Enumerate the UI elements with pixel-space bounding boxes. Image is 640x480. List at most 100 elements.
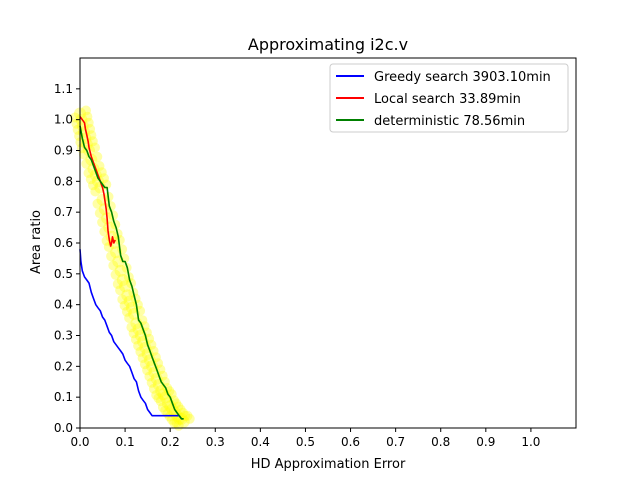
scatter-point xyxy=(126,322,137,333)
scatter-point xyxy=(92,151,103,162)
scatter-point xyxy=(121,289,134,302)
x-tick-label: 0.6 xyxy=(341,435,360,449)
scatter-point xyxy=(103,221,116,234)
x-tick-label: 0.2 xyxy=(161,435,180,449)
scatter-point xyxy=(81,105,91,116)
y-tick-label: 0.2 xyxy=(54,359,73,373)
legend-label: Local search 33.89min xyxy=(374,92,521,107)
series-layer xyxy=(79,116,184,420)
scatter-point xyxy=(114,235,125,245)
scatter-point xyxy=(119,280,132,293)
y-tick-label: 1.1 xyxy=(54,82,73,96)
y-tick-label: 1.0 xyxy=(54,113,73,127)
scatter-point xyxy=(83,168,94,178)
scatter-point xyxy=(90,186,101,197)
scatter-point xyxy=(175,404,186,415)
scatter-point xyxy=(155,396,166,407)
scatter-point xyxy=(97,217,108,228)
x-tick-label: 0.1 xyxy=(116,435,135,449)
scatter-point xyxy=(81,158,92,169)
scatter-point xyxy=(85,174,96,185)
scatter-point xyxy=(92,198,103,209)
scatter-point xyxy=(171,417,182,428)
scatter-point xyxy=(128,328,139,339)
legend-box xyxy=(329,63,569,133)
series-line-2 xyxy=(79,125,184,420)
x-tick-label: 0.5 xyxy=(296,435,315,449)
scatter-point xyxy=(133,340,144,351)
scatter-point xyxy=(82,111,93,122)
chart-title: Approximating i2c.v xyxy=(248,35,408,54)
legend-label: deterministic 78.56min xyxy=(374,114,525,129)
x-axis-label: HD Approximation Error xyxy=(251,457,406,472)
y-tick-label: 0.5 xyxy=(54,267,73,281)
scatter-point xyxy=(86,130,97,141)
y-tick-label: 0.4 xyxy=(54,298,73,312)
scatter-point xyxy=(116,274,129,286)
scatter-point xyxy=(94,208,105,219)
scatter-point xyxy=(85,124,96,134)
y-tick-label: 0.6 xyxy=(54,236,73,250)
scatter-point xyxy=(157,402,168,413)
scatter-point xyxy=(83,117,94,128)
scatter-point xyxy=(110,269,121,280)
scatter-point xyxy=(88,180,98,191)
scatter-point xyxy=(117,294,128,305)
scatter-point xyxy=(146,377,157,388)
scatter-point xyxy=(96,167,107,178)
scatter-point xyxy=(119,300,130,311)
x-axis-ticks: 0.0 0.1 0.2 0.3 0.4 0.5 0.6 0.7 0.8 0.9 1.0 xyxy=(70,428,540,449)
y-tick-label: 0.3 xyxy=(54,329,73,343)
scatter-point xyxy=(71,118,82,129)
x-tick-label: 1.0 xyxy=(521,435,540,449)
scatter-point xyxy=(98,203,111,216)
scatter-point xyxy=(87,136,98,147)
scatter-point xyxy=(99,173,109,184)
scatter-point xyxy=(108,260,119,271)
y-tick-label: 0.1 xyxy=(54,390,73,404)
scatter-point xyxy=(184,413,195,424)
scatter-point xyxy=(166,403,179,416)
scatter-point xyxy=(142,365,153,376)
scatter-point xyxy=(151,390,162,400)
scatter-point xyxy=(166,414,177,425)
y-tick-label: 0.9 xyxy=(54,144,73,158)
scatter-point xyxy=(90,142,100,153)
scatter-point xyxy=(117,244,128,255)
scatter-point xyxy=(135,346,146,357)
scatter-point xyxy=(153,393,164,404)
x-tick-label: 0.0 xyxy=(70,435,89,449)
scatter-point xyxy=(169,417,180,428)
scatter-point xyxy=(177,407,188,418)
scatter-point xyxy=(125,301,138,314)
x-tick-label: 0.9 xyxy=(476,435,495,449)
legend-label: Greedy search 3903.10min xyxy=(374,70,551,85)
y-axis-ticks: 0.0 0.1 0.2 0.3 0.4 0.5 0.6 0.7 0.8 0.9 1.0 1.1 xyxy=(54,82,80,435)
scatter-point xyxy=(137,353,148,363)
scatter-point xyxy=(106,251,117,262)
x-tick-label: 0.8 xyxy=(431,435,450,449)
scatter-point xyxy=(112,279,123,289)
scatter-point xyxy=(121,306,132,317)
scatter-point xyxy=(173,401,184,412)
x-tick-label: 0.3 xyxy=(206,435,225,449)
scatter-point xyxy=(115,285,126,296)
scatter-point xyxy=(124,312,135,323)
scatter-point xyxy=(155,385,168,397)
scatter-point xyxy=(148,383,159,394)
scatter-point xyxy=(99,226,110,237)
scatter-point xyxy=(123,295,136,308)
series-line-1 xyxy=(79,116,116,247)
y-tick-label: 0.8 xyxy=(54,174,73,188)
scatter-point xyxy=(130,334,141,345)
series-line-0 xyxy=(79,249,183,420)
scatter-point xyxy=(139,359,150,370)
scatter-point xyxy=(173,420,184,431)
scatter-point xyxy=(94,161,105,171)
scatter-point xyxy=(114,264,127,277)
y-tick-label: 0.0 xyxy=(54,421,73,435)
scatter-point xyxy=(160,405,171,416)
legend: Greedy search 3903.10min Local search 33.… xyxy=(329,63,569,133)
x-tick-label: 0.7 xyxy=(386,435,405,449)
